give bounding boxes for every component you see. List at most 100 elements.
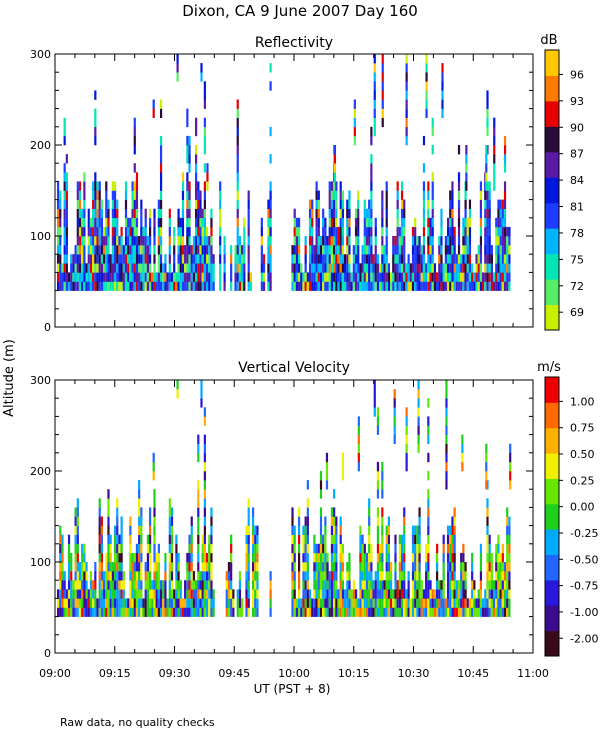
echo-cell (306, 498, 309, 508)
echo-cell (317, 580, 320, 590)
echo-cell (78, 281, 82, 291)
echo-cell (201, 543, 204, 554)
echo-cell (453, 281, 456, 291)
echo-cell (197, 598, 200, 608)
echo-cell (98, 498, 101, 508)
echo-cell (453, 580, 456, 590)
echo-cell (337, 281, 340, 291)
echo-cell (256, 552, 259, 563)
echo-cell (133, 208, 136, 219)
echo-cell (157, 580, 160, 590)
echo-cell (176, 380, 179, 390)
echo-cell (153, 598, 156, 608)
echo-cell (359, 571, 362, 581)
echo-cell (107, 199, 110, 209)
echo-cell (100, 543, 104, 554)
echo-cell (251, 552, 255, 563)
echo-cell (330, 571, 334, 581)
echo-cell (508, 236, 511, 246)
echo-cell (379, 272, 382, 282)
echo-cell (365, 226, 369, 237)
echo-cell (352, 245, 355, 255)
echo-cell (403, 525, 406, 535)
echo-cell (118, 254, 121, 264)
echo-cell (508, 254, 511, 264)
echo-cell (328, 589, 331, 599)
echo-cell (333, 516, 336, 526)
echo-cell (484, 236, 487, 246)
echo-cell (157, 199, 160, 209)
echo-cell (385, 254, 388, 264)
echo-cell (368, 281, 371, 291)
echo-cell (159, 135, 163, 146)
echo-cell (184, 245, 187, 255)
echo-cell (417, 416, 420, 426)
echo-cell (383, 281, 386, 291)
echo-cell (186, 199, 189, 209)
echo-cell (140, 562, 143, 572)
echo-cell (94, 571, 97, 581)
echo-cell (389, 607, 393, 617)
echo-cell (107, 607, 110, 617)
echo-cell (133, 135, 136, 146)
echo-cell (361, 245, 364, 255)
echo-cell (102, 571, 106, 581)
echo-cell (188, 263, 191, 273)
figure-title: Dixon, CA 9 June 2007 Day 160 (182, 2, 418, 20)
echo-cell (269, 263, 272, 273)
echo-cell (420, 254, 423, 264)
echo-cell (269, 63, 272, 73)
echo-cell (444, 254, 447, 264)
echo-cell (203, 208, 206, 219)
echo-cell (254, 580, 257, 590)
echo-cell (315, 208, 318, 219)
echo-cell (495, 562, 498, 572)
echo-cell (197, 489, 200, 499)
echo-cell (368, 598, 371, 608)
echo-cell (72, 263, 75, 273)
echo-cell (333, 571, 336, 581)
echo-cell (225, 571, 228, 581)
echo-cell (140, 580, 143, 590)
echo-cell (65, 272, 68, 282)
echo-cell (383, 272, 386, 282)
echo-cell (105, 190, 108, 200)
echo-cell (425, 108, 428, 118)
echo-cell (499, 254, 502, 264)
echo-cell (176, 72, 179, 82)
echo-cell (210, 272, 213, 282)
echo-cell (398, 552, 401, 563)
echo-cell (381, 99, 384, 109)
echo-cell (293, 598, 296, 608)
echo-cell (201, 598, 204, 608)
echo-cell (405, 54, 408, 64)
echo-cell (359, 272, 362, 282)
echo-cell (208, 580, 211, 590)
panel-title: Reflectivity (255, 35, 333, 51)
echo-cell (256, 580, 259, 590)
echo-cell (330, 272, 334, 282)
echo-cell (59, 589, 62, 599)
colorbar-swatches (545, 50, 563, 331)
echo-cell (295, 272, 298, 282)
echo-cell (94, 90, 97, 100)
echo-cell (195, 245, 198, 255)
echo-cell (449, 226, 452, 237)
echo-cell (339, 589, 342, 599)
echo-cell (486, 226, 489, 237)
echo-cell (479, 208, 483, 219)
echo-cell (486, 208, 489, 219)
echo-cell (149, 534, 152, 545)
echo-cell (210, 507, 213, 517)
echo-cell (164, 254, 167, 264)
echo-cell (379, 263, 382, 273)
echo-cell (175, 552, 178, 563)
echo-cell (387, 263, 391, 273)
echo-cell (304, 607, 307, 617)
echo-cell (107, 543, 110, 554)
echo-cell (416, 571, 419, 581)
echo-cell (438, 607, 441, 617)
echo-cell (297, 516, 301, 526)
echo-cell (418, 263, 421, 273)
echo-cell (461, 452, 464, 463)
